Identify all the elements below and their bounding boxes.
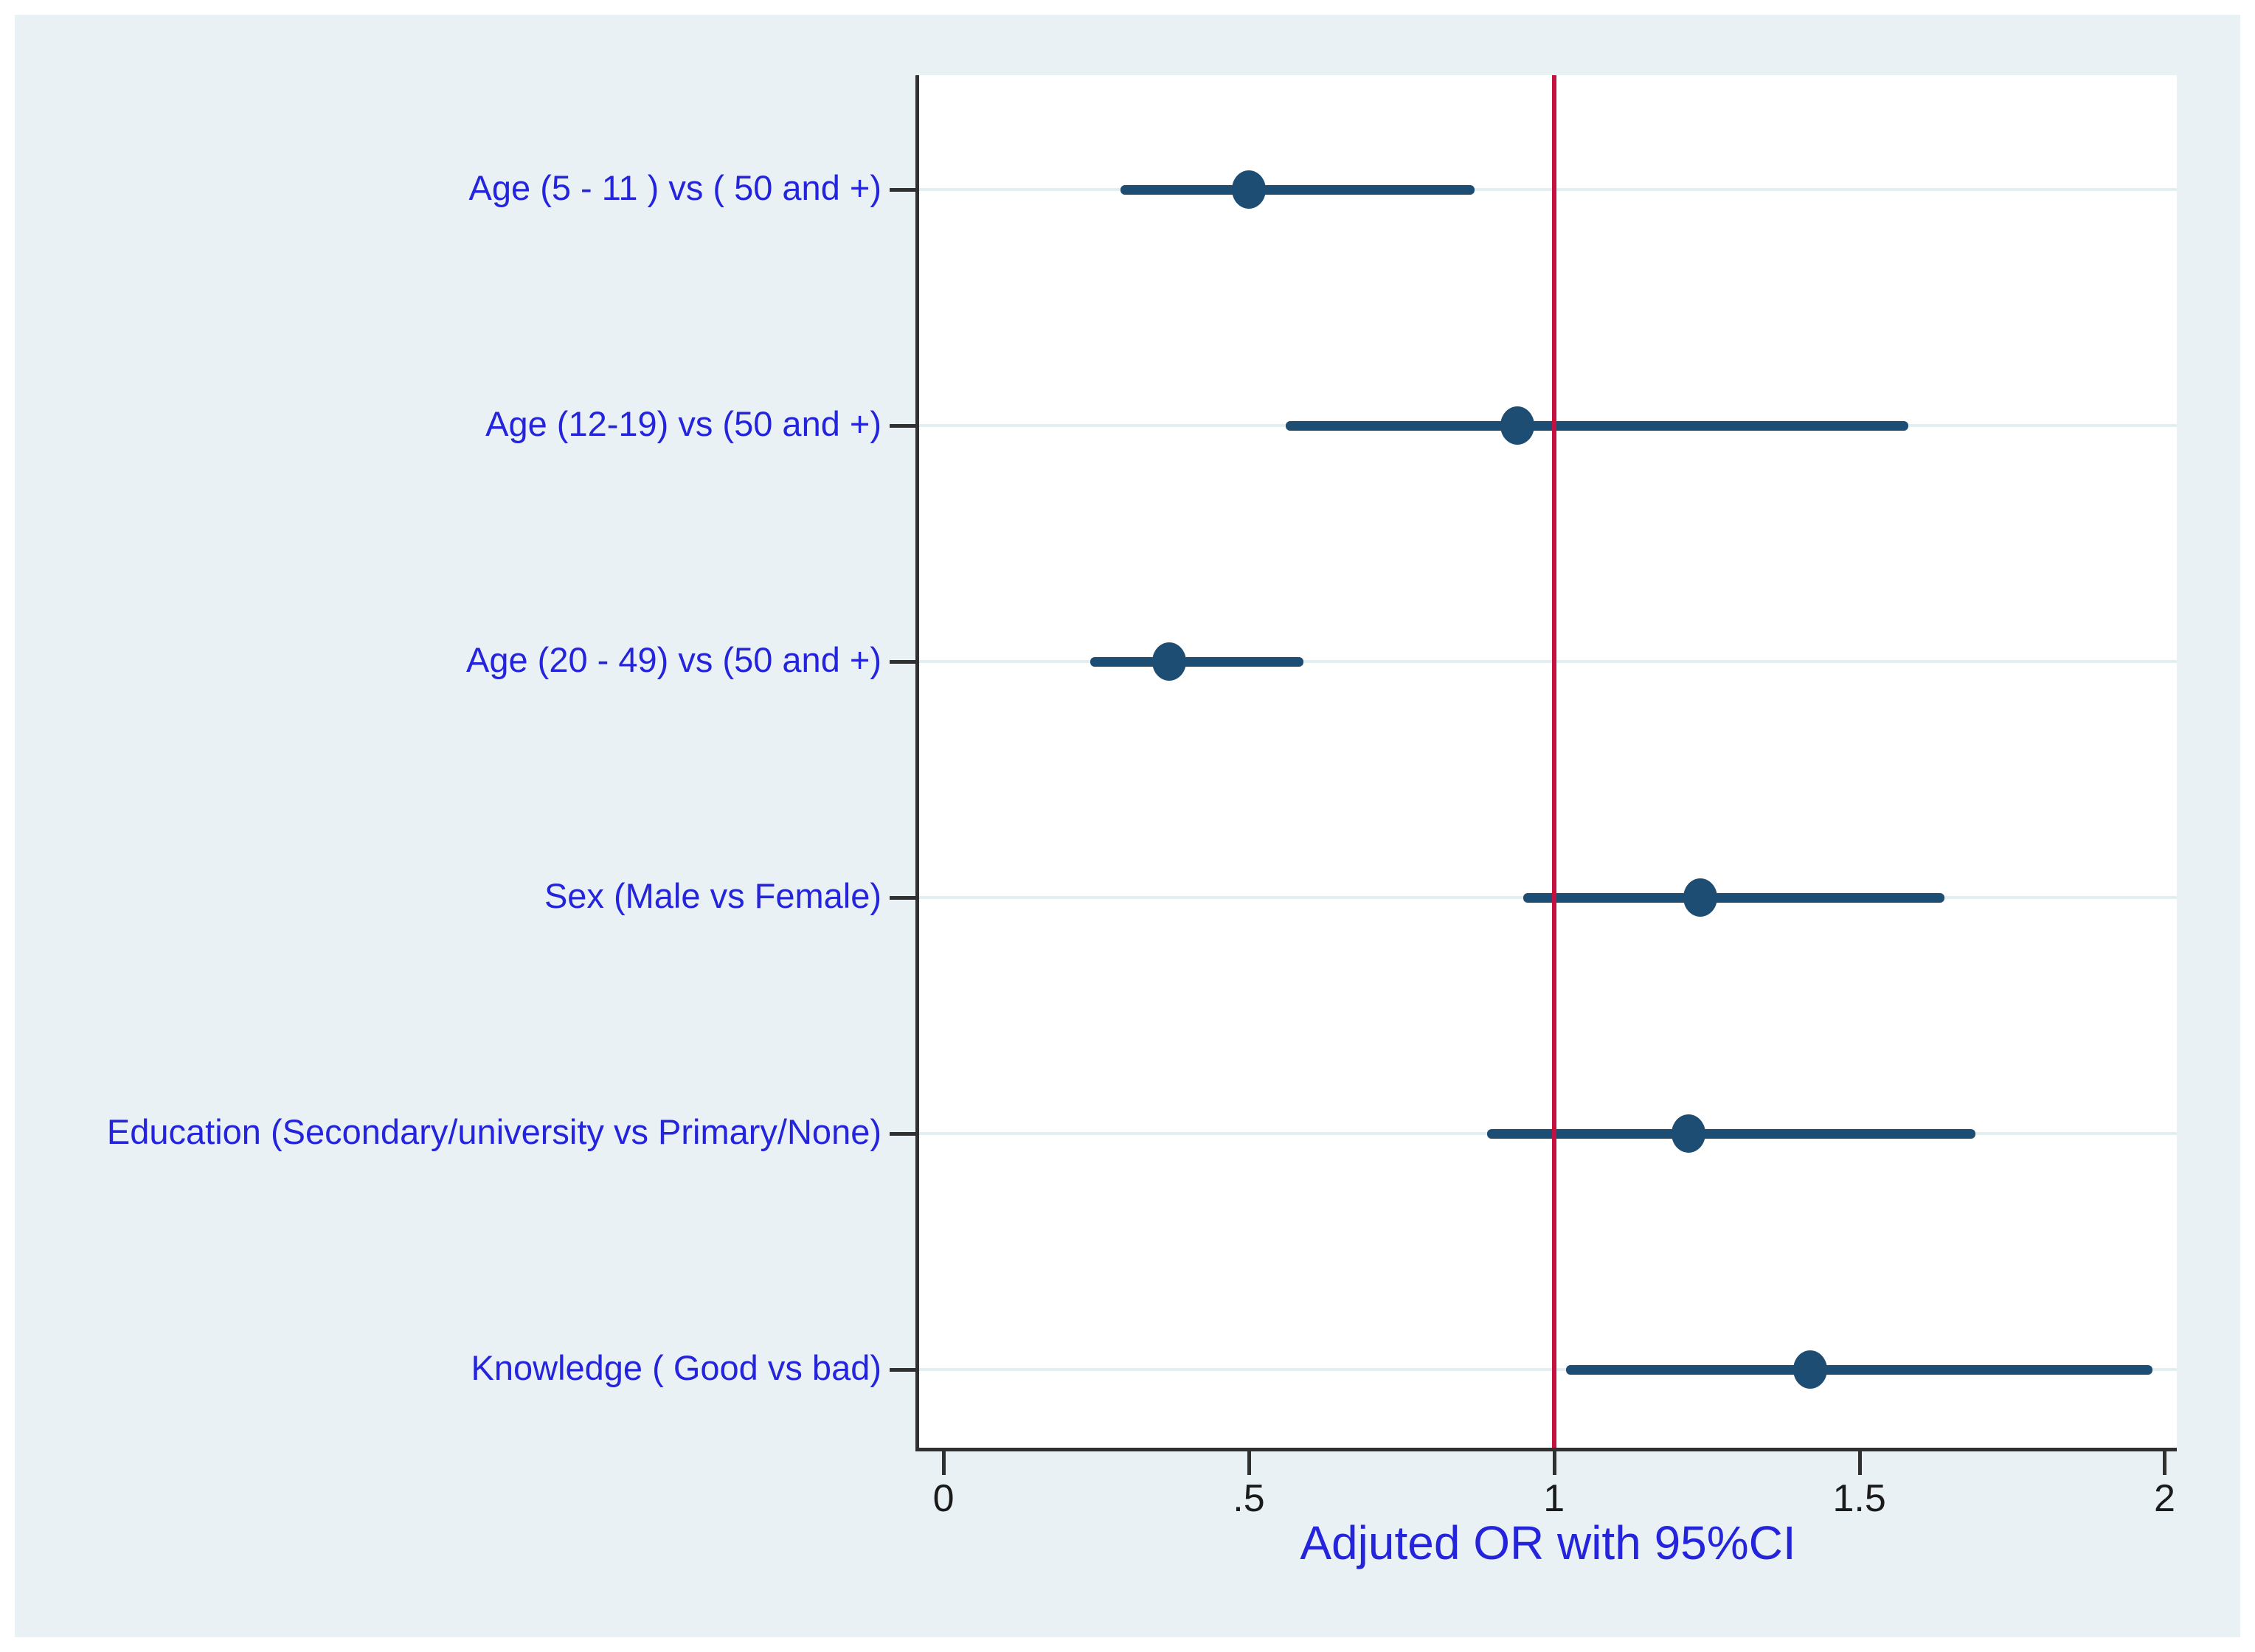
- y-tick: [890, 1368, 915, 1372]
- x-tick-label: .5: [1233, 1477, 1265, 1520]
- x-tick: [1247, 1451, 1251, 1475]
- category-label: Sex (Male vs Female): [544, 876, 881, 915]
- ci-line: [1120, 185, 1475, 195]
- or-point-marker: [1683, 878, 1718, 917]
- y-tick: [890, 1132, 915, 1136]
- or-point-marker: [1671, 1114, 1705, 1153]
- ci-line: [1566, 1365, 2152, 1375]
- x-axis-line: [915, 1448, 2177, 1451]
- gridline: [919, 660, 2177, 663]
- category-label: Age (20 - 49) vs (50 and +): [466, 640, 881, 679]
- x-tick-label: 0: [932, 1477, 955, 1520]
- or-point-marker: [1500, 406, 1535, 445]
- reference-line: [1551, 75, 1556, 1448]
- category-label: Age (12-19) vs (50 and +): [485, 404, 881, 443]
- ci-line: [1486, 1129, 1975, 1139]
- y-tick: [890, 188, 915, 192]
- category-label: Education (Secondary/university vs Prima…: [106, 1112, 881, 1151]
- y-tick: [890, 424, 915, 428]
- ci-line: [1523, 893, 1945, 903]
- gridline: [919, 188, 2177, 191]
- y-tick: [890, 896, 915, 900]
- or-point-marker: [1152, 642, 1187, 681]
- ci-line: [1285, 421, 1908, 431]
- figure-canvas: Age (5 - 11 ) vs ( 50 and +) Age (12-19) …: [15, 15, 2240, 1637]
- x-tick-label: 2: [2153, 1477, 2175, 1520]
- x-tick: [942, 1451, 946, 1475]
- y-axis-line: [915, 75, 919, 1451]
- category-label: Age (5 - 11 ) vs ( 50 and +): [468, 168, 881, 207]
- category-label: Knowledge ( Good vs bad): [471, 1348, 882, 1387]
- x-axis-title: Adjuted OR with 95%CI: [1300, 1516, 1796, 1569]
- gridline: [919, 1368, 2177, 1371]
- x-tick-label: 1: [1543, 1477, 1565, 1520]
- x-tick: [2163, 1451, 2167, 1475]
- ci-line: [1090, 657, 1304, 667]
- or-point-marker: [1793, 1350, 1828, 1389]
- y-tick: [890, 660, 915, 664]
- x-tick-label: 1.5: [1832, 1477, 1886, 1520]
- x-tick: [1857, 1451, 1862, 1475]
- plot-area: [919, 75, 2177, 1448]
- x-tick: [1552, 1451, 1556, 1475]
- or-point-marker: [1231, 170, 1266, 209]
